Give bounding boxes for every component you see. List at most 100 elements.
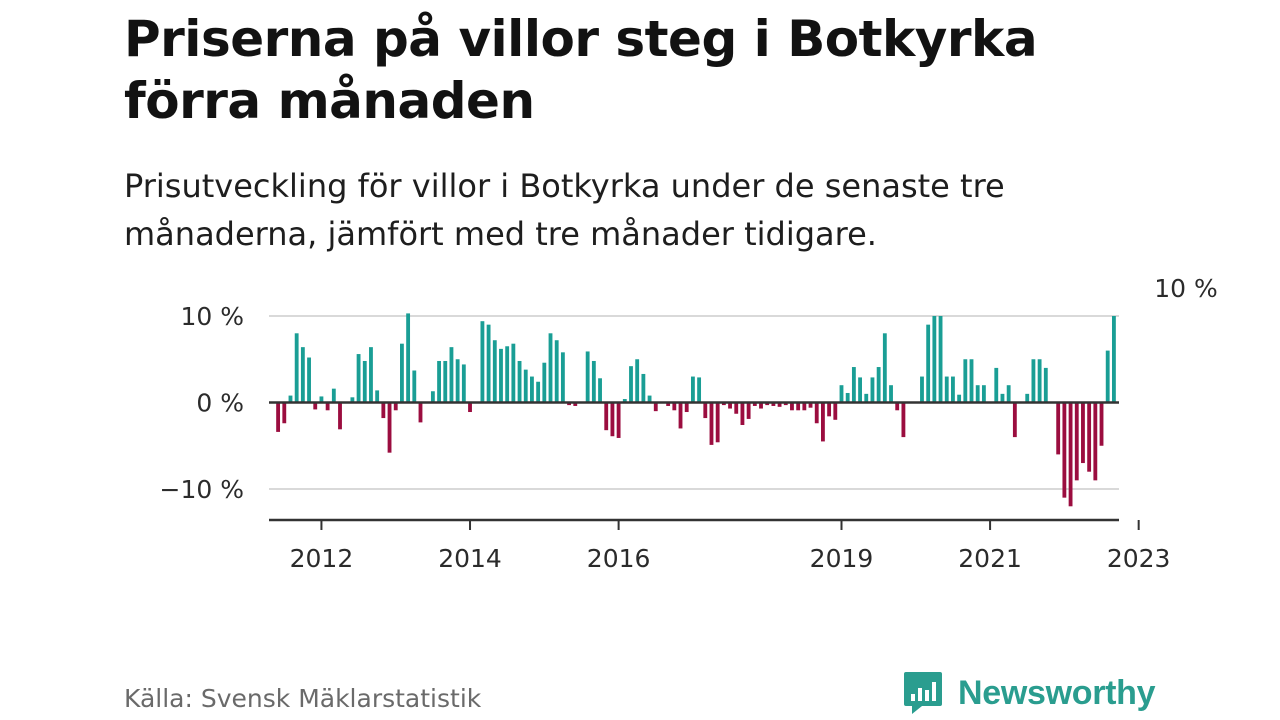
bar <box>1025 393 1030 403</box>
bar <box>759 402 763 409</box>
bar <box>1012 402 1017 438</box>
bar <box>1037 359 1042 403</box>
bar <box>400 343 404 403</box>
bar <box>511 343 516 403</box>
bar <box>492 340 497 403</box>
x-tick-label: 2014 <box>438 544 502 573</box>
bar <box>678 402 683 429</box>
bar <box>616 402 621 438</box>
bar <box>864 393 869 403</box>
bar <box>338 402 342 430</box>
bar <box>920 376 924 403</box>
bar <box>951 376 955 403</box>
bar <box>666 402 671 406</box>
bar <box>1087 402 1092 472</box>
bar <box>1074 402 1079 481</box>
bar <box>536 381 541 403</box>
bar <box>895 402 900 411</box>
bar <box>808 402 813 408</box>
bar <box>325 402 330 411</box>
bar <box>721 402 726 406</box>
bar <box>963 359 968 403</box>
bar <box>1031 359 1036 403</box>
bar <box>629 366 633 403</box>
bar <box>635 359 640 403</box>
bar <box>356 354 361 403</box>
bar <box>282 402 287 424</box>
bar <box>499 348 503 403</box>
bar <box>814 402 819 424</box>
bar <box>375 390 380 403</box>
bar <box>300 347 305 403</box>
bar <box>969 359 974 403</box>
bar <box>672 402 677 411</box>
bar <box>542 362 547 403</box>
bar <box>728 402 732 409</box>
bar <box>387 402 392 453</box>
bar <box>468 402 472 413</box>
bar <box>653 402 658 412</box>
brand-logo: Newsworthy <box>902 670 1156 716</box>
bar <box>288 395 293 403</box>
bar <box>276 402 281 432</box>
bar <box>926 324 931 403</box>
bar <box>876 367 881 403</box>
bar <box>560 352 565 403</box>
bar <box>1006 385 1011 403</box>
bar <box>418 402 423 423</box>
bar <box>1099 402 1104 446</box>
gridlines <box>269 315 1119 490</box>
bar <box>1056 402 1061 455</box>
bar <box>622 399 627 403</box>
bar <box>505 346 510 403</box>
bar <box>1062 402 1067 498</box>
bar <box>981 385 986 403</box>
bar <box>709 402 714 445</box>
bar <box>833 402 838 420</box>
bar <box>690 376 695 403</box>
bar <box>393 402 398 411</box>
bar <box>703 402 708 419</box>
bar <box>486 324 491 403</box>
axes <box>269 401 1140 530</box>
bar <box>350 397 355 403</box>
bar <box>771 402 776 406</box>
bar <box>1000 393 1005 403</box>
bar <box>480 321 485 403</box>
y-tick-label: 10 % <box>180 302 244 331</box>
latest-value-label: 10 % <box>1154 274 1218 303</box>
bar <box>882 333 887 403</box>
brand-name: Newsworthy <box>958 673 1156 712</box>
y-tick-label: −10 % <box>160 475 244 504</box>
bar <box>381 402 386 419</box>
bar <box>851 367 856 403</box>
bar <box>783 402 788 406</box>
bar <box>530 376 534 403</box>
y-tick-label: 0 % <box>196 389 244 418</box>
bar <box>523 369 528 403</box>
bar <box>455 359 460 403</box>
bar <box>412 370 417 403</box>
bar <box>517 360 522 403</box>
bar <box>437 360 441 403</box>
bar <box>573 402 578 406</box>
x-tick-label: 2019 <box>810 544 874 573</box>
bar <box>1105 350 1110 403</box>
bar <box>307 357 311 403</box>
x-tick-label: 2016 <box>587 544 651 573</box>
bar-chart: 10 % 0 % −10 % 2012 2014 2016 2019 2021 2023 10 % <box>160 274 1218 573</box>
bar <box>932 316 937 403</box>
bar <box>957 394 962 403</box>
bar <box>548 333 553 403</box>
bar <box>821 402 825 442</box>
chart-title: Priserna på villor steg i Botkyrka förra… <box>124 10 1038 130</box>
bar <box>901 402 906 438</box>
bar <box>406 313 411 403</box>
bar <box>641 373 646 403</box>
bar <box>604 402 609 431</box>
bar <box>313 402 318 410</box>
bar <box>591 360 596 403</box>
bar <box>845 392 850 403</box>
source-text: Källa: Svensk Mäklarstatistik <box>124 684 482 713</box>
bar <box>697 377 702 403</box>
